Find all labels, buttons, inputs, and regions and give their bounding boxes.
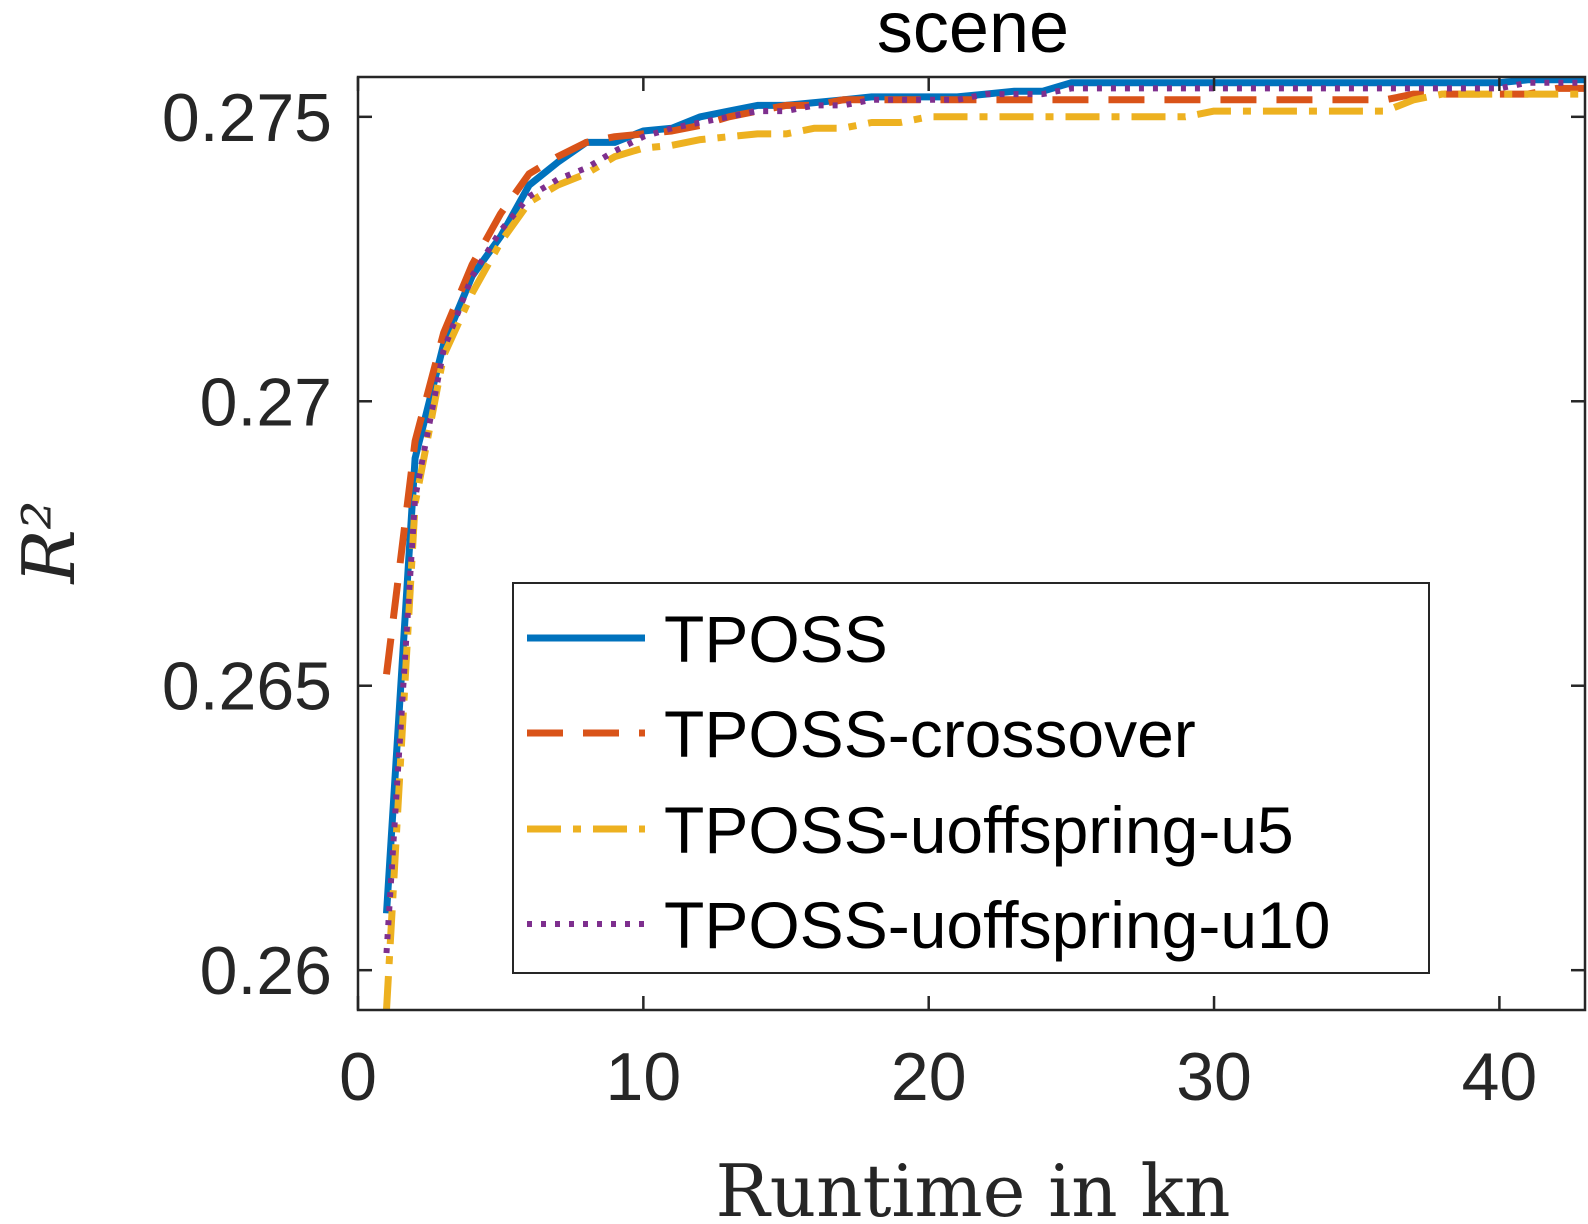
y-tick-label: 0.275 xyxy=(162,80,332,156)
legend: TPOSS TPOSS-crossover TPOSS-uoffspring-u5 T… xyxy=(512,582,1430,974)
series-line-2 xyxy=(383,84,1585,675)
legend-label-3: TPOSS-uoffspring-u5 xyxy=(664,793,1294,867)
x-tick-label: 40 xyxy=(1462,1039,1538,1115)
series-line-4 xyxy=(383,79,1585,954)
plot-area xyxy=(383,77,1585,1010)
axes xyxy=(356,75,1587,1012)
x-tick-label: 30 xyxy=(1176,1039,1252,1115)
chart-title: scene xyxy=(877,0,1069,68)
y-tick-label: 0.26 xyxy=(200,933,332,1009)
x-tick-label: 20 xyxy=(891,1039,967,1115)
legend-label-4: TPOSS-uoffspring-u10 xyxy=(664,888,1330,962)
y-axis-label: R² xyxy=(7,500,91,585)
y-tick-label: 0.265 xyxy=(162,649,332,725)
axes-box xyxy=(356,75,1587,1012)
legend-label-2: TPOSS-crossover xyxy=(664,697,1196,771)
legend-label-1: TPOSS xyxy=(664,602,888,676)
x-axis-label: Runtime in kn xyxy=(716,1149,1231,1224)
series-line-3 xyxy=(383,90,1585,1010)
x-axis-label-text: Runtime in kn xyxy=(716,1149,1231,1224)
x-tick-label: 10 xyxy=(606,1039,682,1115)
legend-box xyxy=(512,582,1430,974)
y-tick-label: 0.27 xyxy=(200,364,332,440)
tick-labels: 0 10 20 30 40 0.26 0.265 0.27 0.275 xyxy=(162,80,1537,1115)
x-tick-label: 0 xyxy=(339,1039,377,1115)
